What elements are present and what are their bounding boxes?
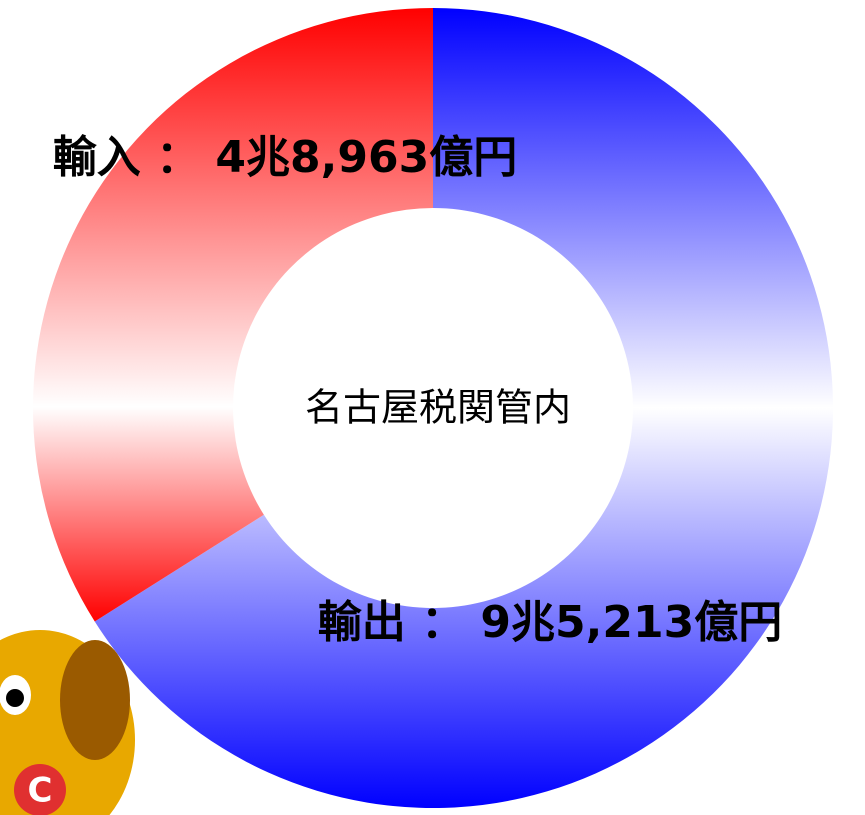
svg-text:C: C xyxy=(28,771,53,811)
donut-slice xyxy=(33,7,434,622)
mascot: C xyxy=(0,630,135,815)
value-label: 輸入 ： 4兆8,963億円 xyxy=(53,132,517,183)
labels: 輸出 ： 9兆5,213億円 輸入 ： 4兆8,963億円 xyxy=(53,132,782,648)
center-label: 名古屋税関管内 xyxy=(305,386,571,430)
slices xyxy=(33,7,833,809)
value-label: 輸出 ： 9兆5,213億円 xyxy=(318,597,782,648)
donut-slice xyxy=(94,8,833,809)
